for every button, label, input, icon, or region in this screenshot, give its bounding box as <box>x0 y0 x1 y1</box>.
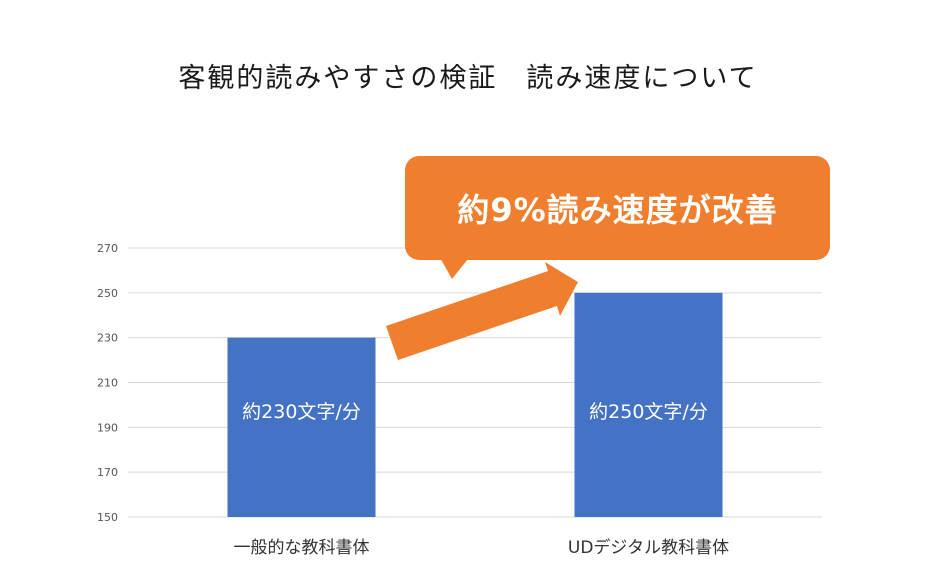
y-tick-label: 150 <box>97 511 118 524</box>
improvement-arrow <box>386 262 578 360</box>
callout-text: 約9%読み速度が改善 <box>457 191 778 229</box>
x-category-label: UDデジタル教科書体 <box>568 537 729 558</box>
bar-data-label: 約230文字/分 <box>242 401 361 423</box>
x-axis-labels: 一般的な教科書体 UDデジタル教科書体 <box>234 537 730 558</box>
y-tick-label: 170 <box>97 466 118 479</box>
y-tick-label: 270 <box>97 242 118 255</box>
improvement-callout: 約9%読み速度が改善 <box>405 156 830 260</box>
bars <box>227 292 723 517</box>
slide-title: 客観的読みやすさの検証 読み速度について <box>178 63 758 94</box>
bar <box>574 292 723 517</box>
data-labels: 約230文字/分 約250文字/分 <box>242 401 708 423</box>
bar <box>227 337 376 517</box>
y-tick-label: 230 <box>97 332 118 345</box>
y-tick-label: 250 <box>97 287 118 300</box>
y-tick-label: 190 <box>97 421 118 434</box>
y-axis-ticks: 150 170 190 210 230 250 270 <box>97 242 118 524</box>
y-tick-label: 210 <box>97 377 118 390</box>
bar-data-label: 約250文字/分 <box>589 401 708 423</box>
callout-pointer <box>438 254 472 279</box>
x-category-label: 一般的な教科書体 <box>234 538 370 558</box>
